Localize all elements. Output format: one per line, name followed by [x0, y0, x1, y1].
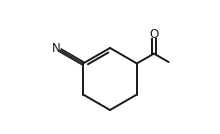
Text: O: O [149, 28, 159, 41]
Text: N: N [52, 42, 61, 55]
